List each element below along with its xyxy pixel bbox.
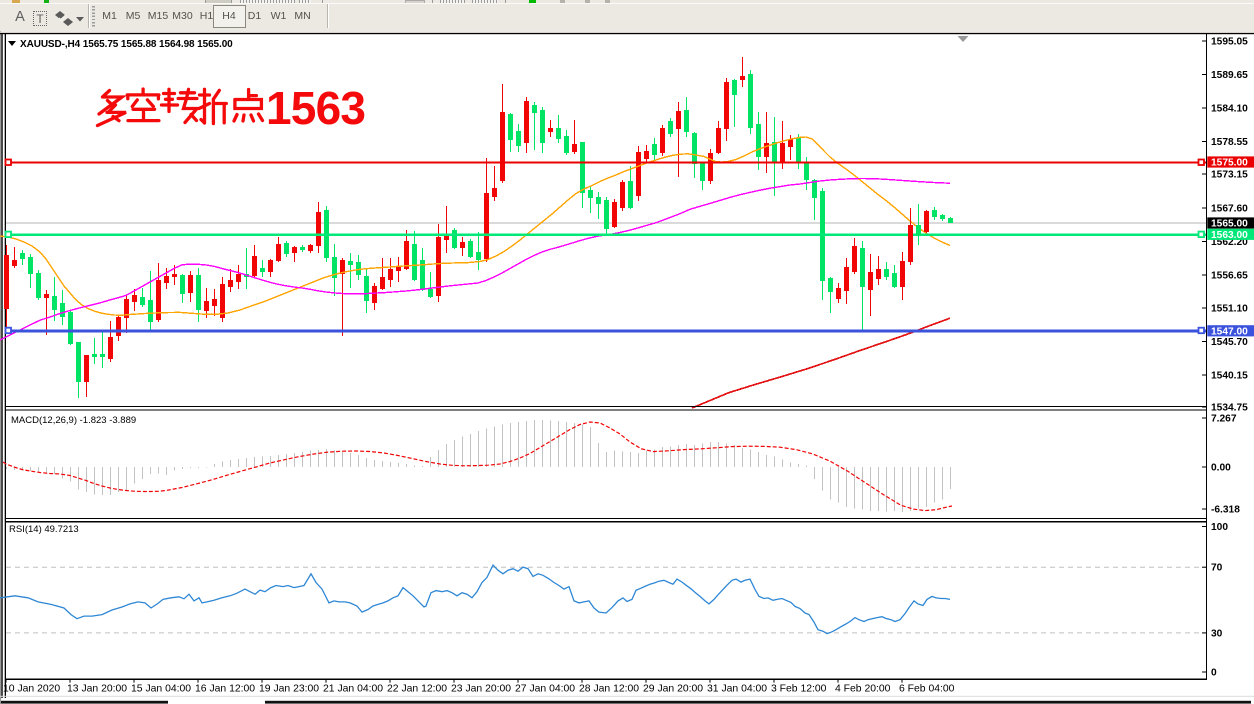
svg-text:28 Jan 12:00: 28 Jan 12:00 xyxy=(579,684,639,695)
svg-text:1547.00: 1547.00 xyxy=(1211,326,1248,337)
svg-text:1540.15: 1540.15 xyxy=(1211,371,1248,382)
svg-text:27 Jan 04:00: 27 Jan 04:00 xyxy=(515,684,575,695)
svg-text:1573.15: 1573.15 xyxy=(1211,170,1248,181)
svg-text:19 Jan 23:00: 19 Jan 23:00 xyxy=(259,684,319,695)
svg-text:31 Jan 04:00: 31 Jan 04:00 xyxy=(707,684,767,695)
svg-text:1565.00: 1565.00 xyxy=(1211,219,1248,230)
svg-text:15 Jan 04:00: 15 Jan 04:00 xyxy=(131,684,191,695)
svg-text:1545.70: 1545.70 xyxy=(1211,337,1248,348)
svg-text:1589.65: 1589.65 xyxy=(1211,70,1248,81)
svg-text:13 Jan 20:00: 13 Jan 20:00 xyxy=(67,684,127,695)
svg-text:1563: 1563 xyxy=(266,82,366,134)
svg-text:0: 0 xyxy=(1211,668,1217,679)
svg-text:16 Jan 12:00: 16 Jan 12:00 xyxy=(195,684,255,695)
svg-text:1595.05: 1595.05 xyxy=(1211,37,1248,48)
svg-text:XAUUSD-,H4 1565.75 1565.88 15: XAUUSD-,H4 1565.75 1565.88 1564.98 1565.… xyxy=(20,39,233,50)
svg-text:1562.20: 1562.20 xyxy=(1211,237,1248,248)
svg-text:22 Jan 12:00: 22 Jan 12:00 xyxy=(387,684,447,695)
svg-text:1578.55: 1578.55 xyxy=(1211,137,1248,148)
svg-text:30: 30 xyxy=(1211,628,1223,639)
svg-text:4 Feb 20:00: 4 Feb 20:00 xyxy=(835,684,891,695)
svg-text:100: 100 xyxy=(1211,522,1228,533)
svg-text:21 Jan 04:00: 21 Jan 04:00 xyxy=(323,684,383,695)
svg-text:1575.00: 1575.00 xyxy=(1211,158,1248,169)
svg-text:1584.10: 1584.10 xyxy=(1211,104,1248,115)
svg-text:0.00: 0.00 xyxy=(1211,463,1231,474)
svg-text:10 Jan 2020: 10 Jan 2020 xyxy=(3,684,60,695)
svg-text:-6.318: -6.318 xyxy=(1211,505,1240,516)
svg-text:23 Jan 20:00: 23 Jan 20:00 xyxy=(451,684,511,695)
svg-text:29 Jan 20:00: 29 Jan 20:00 xyxy=(643,684,703,695)
svg-text:1556.65: 1556.65 xyxy=(1211,271,1248,282)
svg-text:1567.60: 1567.60 xyxy=(1211,204,1248,215)
svg-text:70: 70 xyxy=(1211,563,1223,574)
svg-text:MACD(12,26,9) -1.823 -3.889: MACD(12,26,9) -1.823 -3.889 xyxy=(11,415,136,426)
svg-text:6 Feb 04:00: 6 Feb 04:00 xyxy=(899,684,955,695)
svg-text:3 Feb 12:00: 3 Feb 12:00 xyxy=(771,684,827,695)
svg-text:RSI(14) 49.7213: RSI(14) 49.7213 xyxy=(9,524,79,535)
svg-text:1534.75: 1534.75 xyxy=(1211,403,1248,414)
svg-text:1551.10: 1551.10 xyxy=(1211,304,1248,315)
svg-text:7.267: 7.267 xyxy=(1211,414,1237,425)
svg-text:1563.00: 1563.00 xyxy=(1211,230,1248,241)
